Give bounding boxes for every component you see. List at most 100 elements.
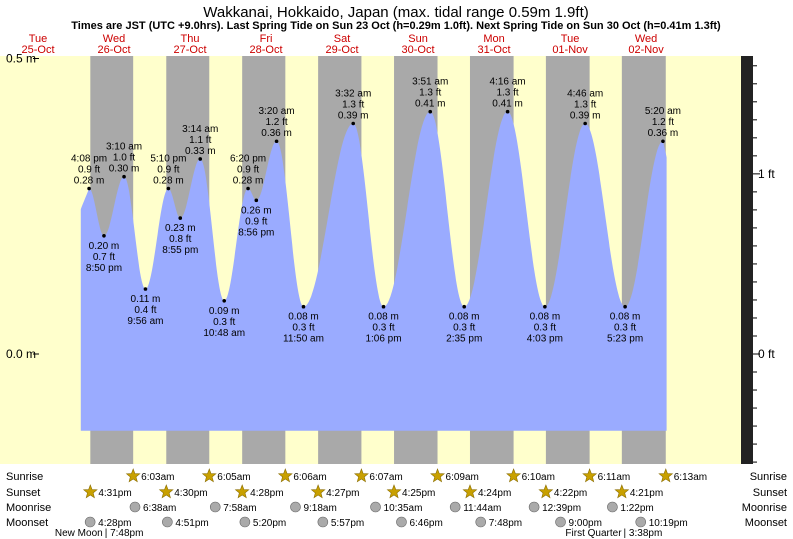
sunrise-time: 6:06am [293, 472, 326, 483]
day-header-date: 01-Nov [552, 44, 588, 56]
extreme-label: 0.7 ft [93, 252, 115, 263]
extreme-label: 0.3 ft [534, 323, 556, 334]
sun-star-icon [234, 484, 250, 499]
y-tick-right-label: 1 ft [758, 167, 775, 181]
sunset-time: 4:22pm [554, 488, 587, 499]
sun-star-icon [614, 484, 630, 499]
moon-icon [209, 501, 221, 513]
extreme-label: 0.9 ft [78, 165, 100, 176]
chart-title: Wakkanai, Hokkaido, Japan (max. tidal ra… [203, 4, 588, 21]
extreme-label: 1.3 ft [496, 88, 518, 99]
extreme-label: 0.4 ft [134, 305, 156, 316]
sunrise-time: 6:07am [369, 472, 402, 483]
moonset-time: 10:19pm [649, 518, 688, 529]
extreme-label: 0.30 m [109, 164, 140, 175]
extreme-label: 0.28 m [153, 176, 184, 187]
moon-icon [84, 516, 96, 528]
moonset-time: 5:20pm [253, 518, 286, 529]
sunrise-time: 6:13am [674, 472, 707, 483]
day-header-dow: Sat [334, 33, 351, 45]
extreme-point [166, 186, 171, 191]
extreme-label: 1.2 ft [652, 117, 674, 128]
extreme-label: 0.33 m [185, 146, 216, 157]
extreme-point [222, 299, 227, 303]
extreme-label: 0.39 m [338, 111, 369, 122]
moonrise-time: 9:18am [303, 503, 336, 514]
extreme-label: 3:32 am [335, 89, 371, 100]
extreme-label: 4:16 am [490, 77, 526, 88]
moonrise-time: 12:39pm [542, 503, 581, 514]
moonset-time: 4:28pm [98, 518, 131, 529]
extreme-label: 0.3 ft [614, 323, 636, 334]
row-label-left: Moonrise [6, 502, 51, 514]
moon-phase-name: New Moon [55, 528, 103, 539]
sunset-time: 4:28pm [250, 488, 283, 499]
moon-icon [239, 516, 251, 528]
sunset-time: 4:25pm [402, 488, 435, 499]
sun-star-icon [201, 468, 217, 483]
sun-star-icon [462, 484, 478, 499]
extreme-label: 0.08 m [368, 312, 399, 323]
sun-star-icon [430, 468, 446, 483]
moonset-time: 9:00pm [569, 518, 602, 529]
extreme-label: 1.2 ft [265, 117, 287, 128]
extreme-label: 1:06 pm [365, 334, 401, 345]
extreme-point [198, 157, 203, 161]
extreme-label: 0.8 ft [169, 234, 191, 245]
day-header-dow: Wed [103, 33, 125, 45]
moonrise-time: 11:44am [463, 503, 501, 514]
sunrise-time: 6:10am [522, 472, 555, 483]
extreme-point [87, 186, 91, 191]
moon-icon [396, 516, 407, 528]
day-band [18, 56, 59, 464]
extreme-label: 11:50 am [283, 334, 324, 345]
sunrise-time: 6:09am [446, 472, 479, 483]
extreme-point [122, 174, 126, 179]
extreme-point [102, 234, 106, 238]
moon-phase-time: | 3:38pm [624, 528, 663, 539]
extreme-label: 0.41 m [492, 99, 523, 110]
day-header-date: 02-Nov [628, 44, 664, 56]
extreme-label: 4:08 pm [71, 154, 107, 165]
extreme-label: 0.9 ft [157, 165, 179, 176]
row-label-right: Moonset [745, 517, 787, 529]
extreme-label: 5:20 am [645, 106, 681, 117]
moonrise-time: 10:35am [384, 503, 423, 514]
extreme-label: 8:50 pm [86, 263, 122, 274]
row-label-right: Moonrise [742, 502, 787, 514]
day-header-dow: Mon [483, 33, 504, 45]
extreme-label: 1.0 ft [113, 153, 135, 164]
sunset-time: 4:24pm [478, 488, 511, 499]
day-header-date: 25-Oct [21, 44, 54, 56]
row-label-left: Sunset [6, 487, 40, 499]
extreme-label: 0.41 m [415, 99, 446, 110]
extreme-label: 1.1 ft [189, 135, 211, 146]
extreme-label: 5:10 pm [150, 154, 186, 165]
sun-star-icon [582, 468, 598, 483]
moonrise-time: 1:22pm [620, 503, 653, 514]
extreme-point [623, 304, 627, 309]
moonset-time: 4:51pm [175, 518, 208, 529]
sun-star-icon [386, 484, 402, 499]
sun-star-icon [310, 484, 326, 499]
sunrise-time: 6:05am [217, 472, 250, 483]
extreme-label: 5:23 pm [607, 334, 643, 345]
moon-icon [475, 516, 487, 528]
moonrise-time: 6:38am [143, 503, 176, 514]
extreme-label: 6:20 pm [230, 154, 266, 165]
day-headers: Tue25-OctWed26-OctThu27-OctFri28-OctSat2… [21, 33, 664, 56]
extreme-label: 3:10 am [106, 142, 142, 153]
tide-area [80, 111, 667, 431]
day-header-date: 30-Oct [402, 44, 435, 56]
moon-icon [607, 501, 618, 513]
sunrise-time: 6:11am [598, 472, 631, 483]
extreme-label: 4:46 am [567, 89, 603, 100]
day-header-dow: Tue [561, 33, 580, 45]
extreme-point [143, 287, 148, 291]
extreme-label: 0.9 ft [245, 216, 267, 227]
moon-icon [449, 501, 461, 513]
moonset-time: 7:48pm [489, 518, 522, 529]
extreme-label: 0.11 m [131, 294, 161, 305]
y-tick-left-label: 0.0 m [6, 347, 36, 361]
